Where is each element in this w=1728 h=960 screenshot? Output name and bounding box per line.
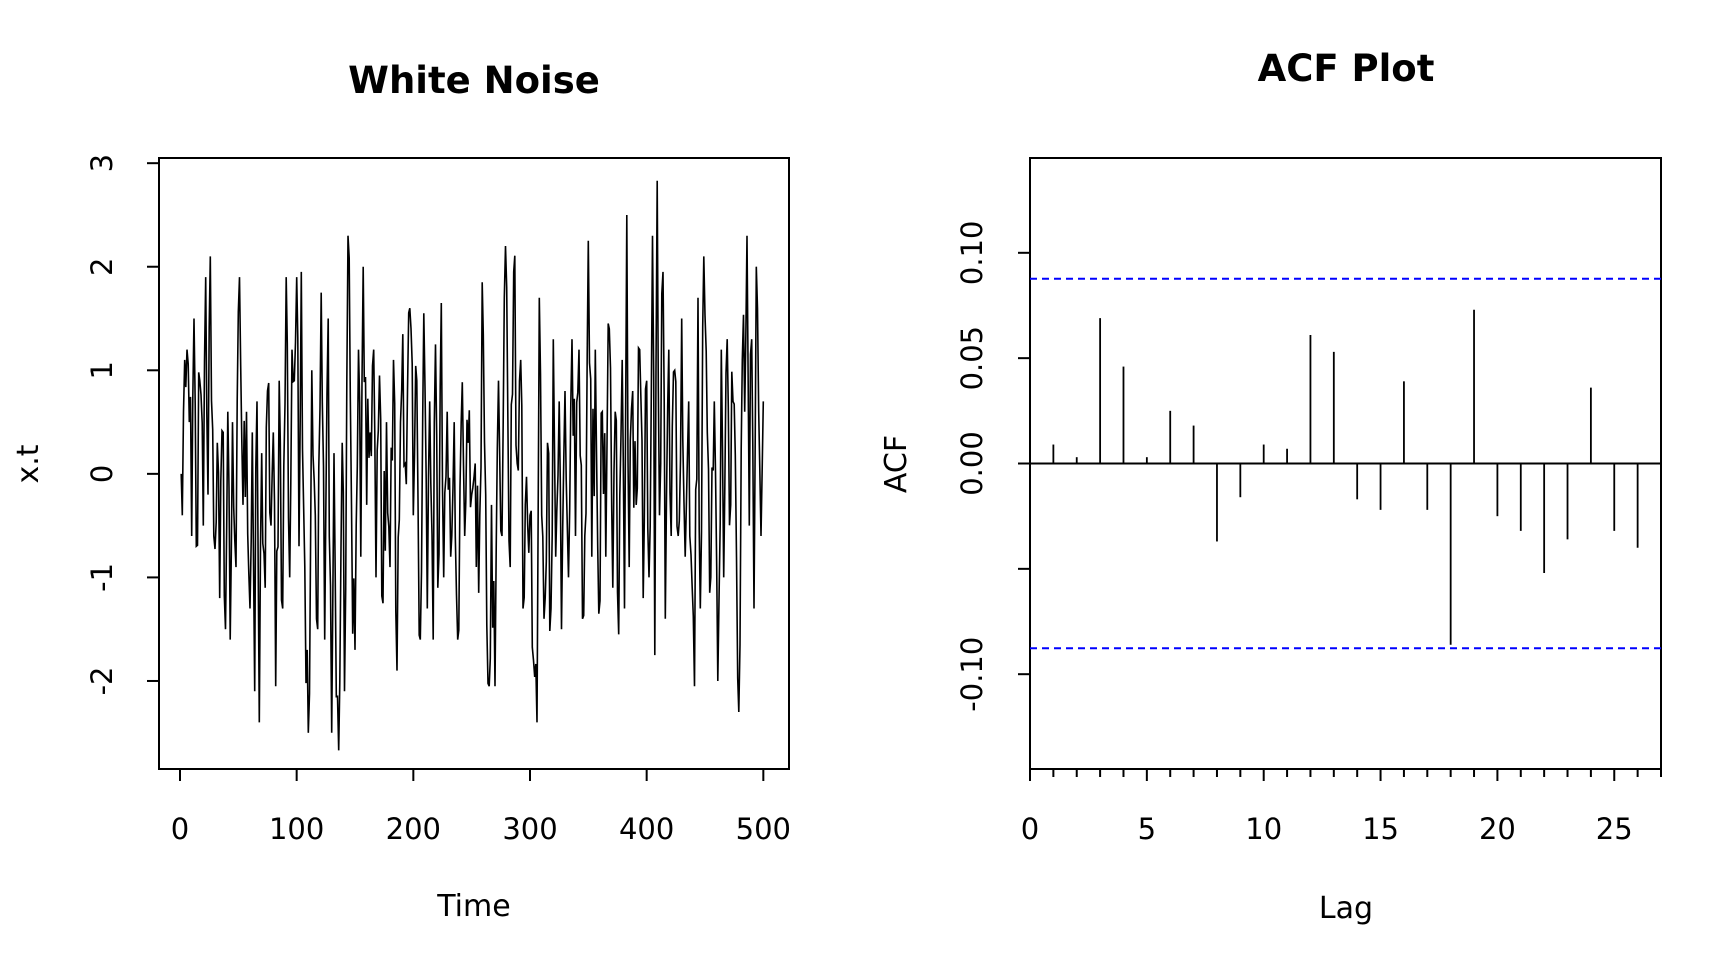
- white-noise-y-axis-label: x.t: [11, 444, 46, 483]
- acf-x-tick-label-10: 10: [1245, 812, 1282, 846]
- acf-x-tick-label-5: 5: [1138, 812, 1156, 846]
- white-noise-y-axis: -2 -1 0 1 2 3: [85, 154, 160, 696]
- white-noise-y-tick-label-1: 1: [85, 361, 119, 379]
- white-noise-x-tick-label-300: 300: [502, 812, 557, 846]
- acf-x-tick-label-20: 20: [1479, 812, 1516, 846]
- acf-x-axis-label: Lag: [1319, 891, 1373, 926]
- white-noise-y-tick-label-minus-1: -1: [85, 563, 119, 592]
- white-noise-y-tick-label-minus-2: -2: [85, 667, 119, 696]
- acf-y-axis-label: ACF: [879, 435, 914, 493]
- white-noise-x-tick-label-400: 400: [619, 812, 674, 846]
- acf-y-tick-label-0p10: 0.10: [955, 221, 989, 286]
- acf-plot-area: [1030, 277, 1661, 650]
- acf-x-axis: 0 5 10 15 20 25: [1021, 769, 1662, 846]
- acf-y-tick-label-minus-0p10: -0.10: [955, 637, 989, 712]
- white-noise-x-tick-label-500: 500: [736, 812, 791, 846]
- acf-x-tick-label-25: 25: [1596, 812, 1633, 846]
- acf-title: ACF Plot: [1258, 47, 1435, 90]
- white-noise-series-line: [180, 180, 765, 751]
- acf-x-tick-label-15: 15: [1362, 812, 1399, 846]
- acf-y-axis: -0.10 0.05 0.10 0.00: [955, 221, 1030, 712]
- acf-x-tick-label-0: 0: [1021, 812, 1039, 846]
- white-noise-plot-area: [180, 180, 765, 751]
- white-noise-x-axis-label: Time: [436, 889, 510, 924]
- white-noise-title: White Noise: [348, 59, 600, 102]
- acf-y-tick-label-0p05: 0.05: [955, 326, 989, 391]
- acf-y-tick-label-0p00: 0.00: [955, 431, 989, 496]
- white-noise-x-tick-label-200: 200: [386, 812, 441, 846]
- acf-panel: ACF Plot 0 5 10 15 20 25 -0.10 0.05 0.10 0.00 La…: [879, 47, 1662, 926]
- white-noise-y-tick-label-2: 2: [85, 258, 119, 276]
- white-noise-x-tick-label-0: 0: [171, 812, 189, 846]
- white-noise-panel: White Noise 0 100 200 300 400 500 -2 -1 0 1 2 3 Ti…: [11, 59, 791, 924]
- white-noise-y-tick-label-3: 3: [85, 154, 119, 172]
- white-noise-y-tick-label-0: 0: [85, 465, 119, 483]
- white-noise-x-tick-label-100: 100: [269, 812, 324, 846]
- white-noise-x-axis: 0 100 200 300 400 500: [171, 768, 791, 846]
